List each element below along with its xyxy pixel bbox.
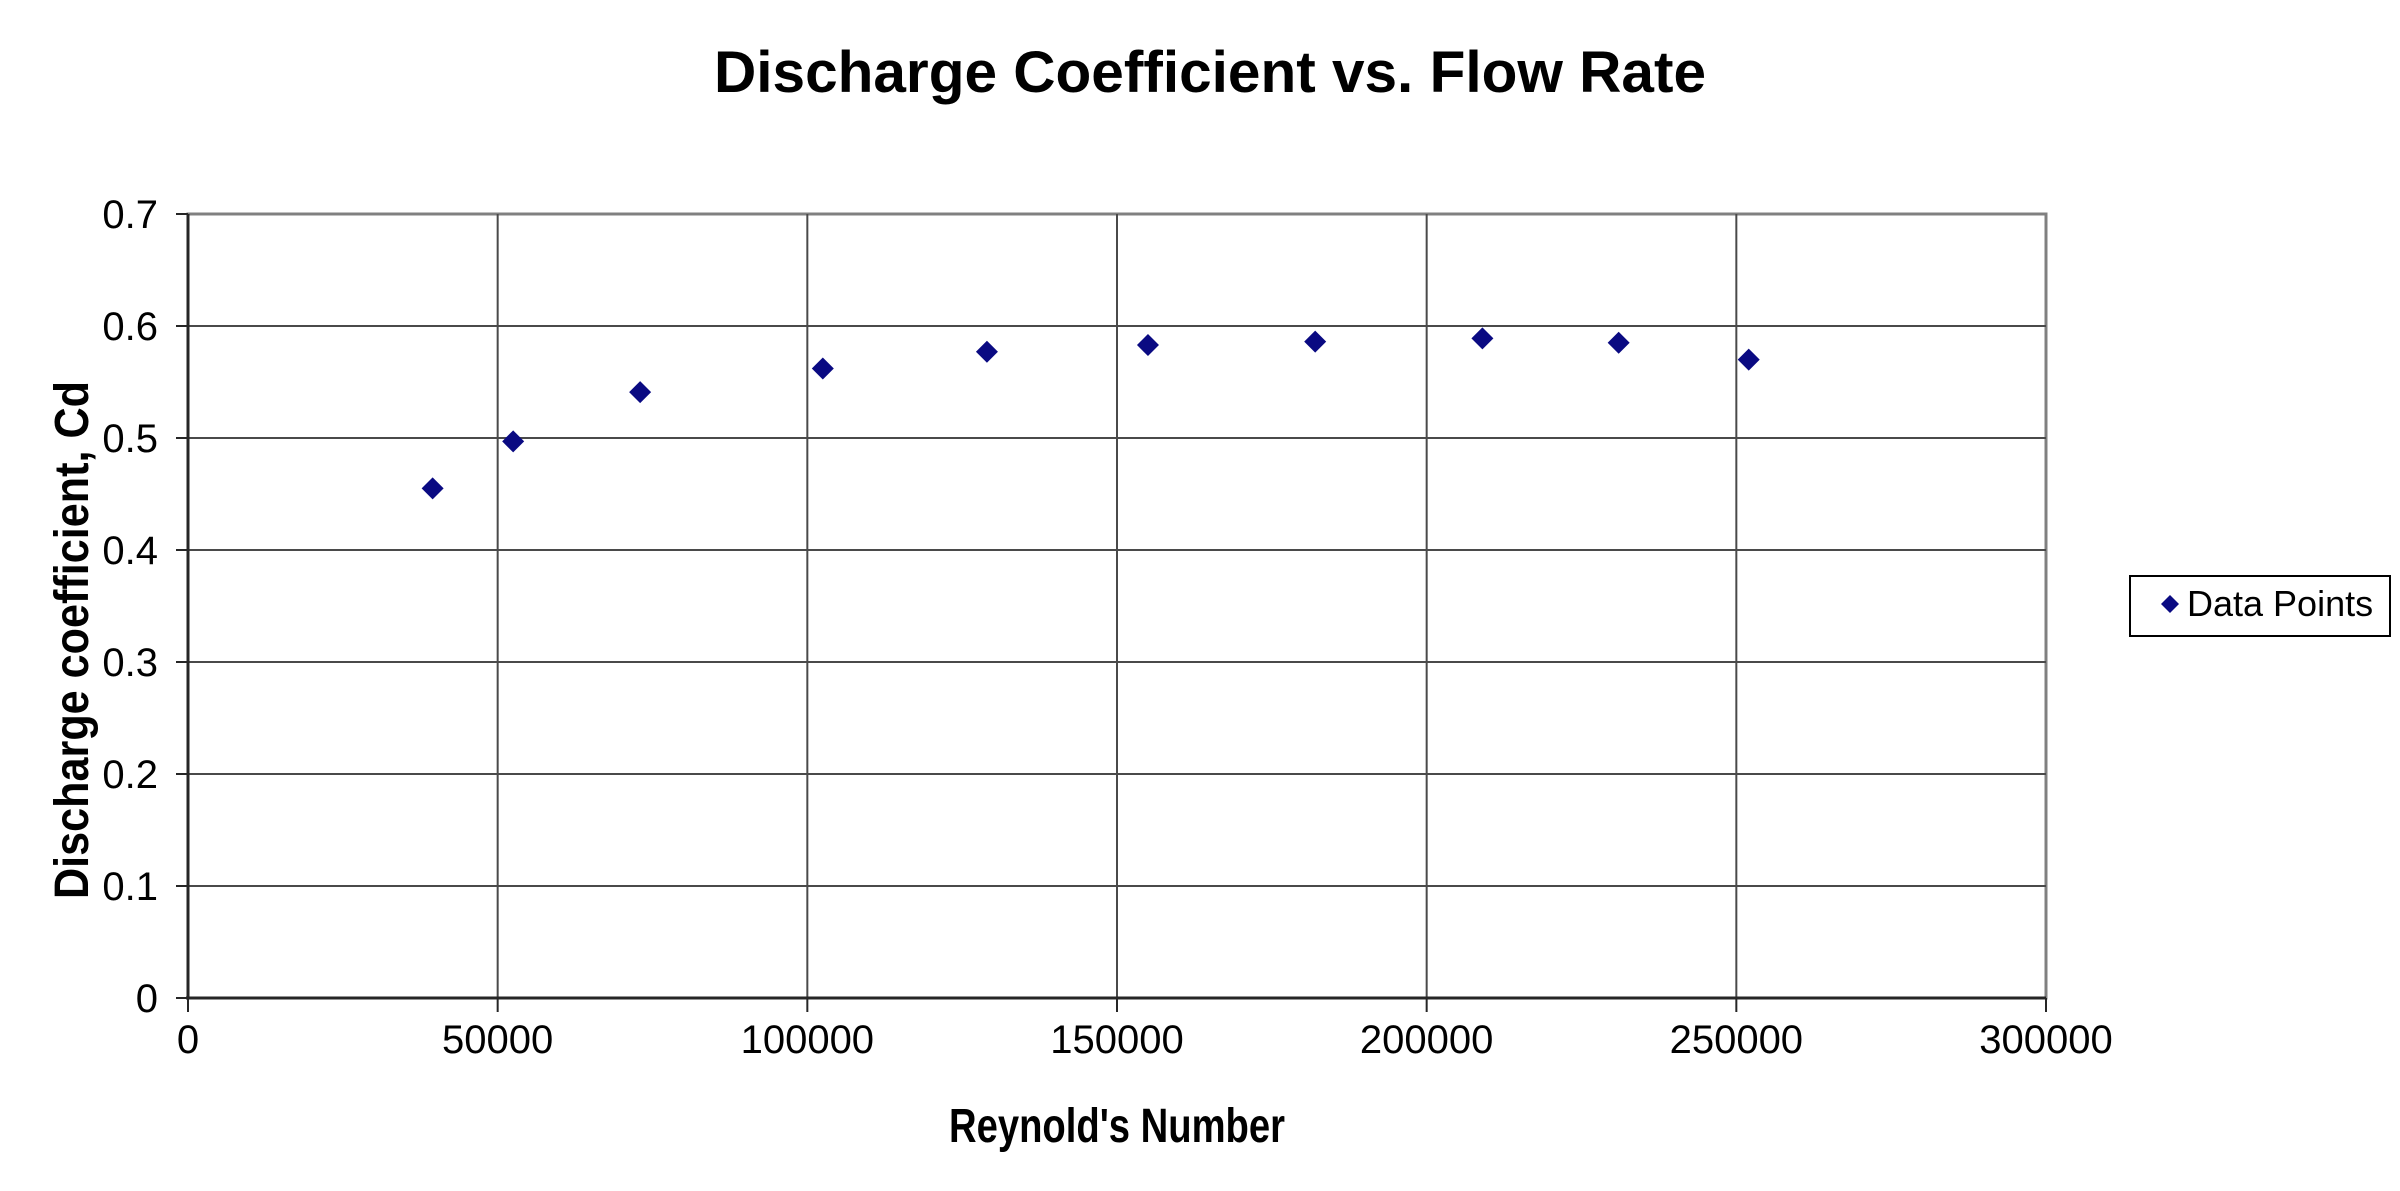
data-point-marker <box>1471 327 1494 350</box>
y-tick-label: 0.7 <box>102 193 158 237</box>
y-tick-label: 0.4 <box>102 529 158 573</box>
data-point-marker <box>1737 348 1760 371</box>
y-tick-label: 0.1 <box>102 865 158 909</box>
tick-labels: 0 50000 100000 150000 200000 250000 300000 0 0.1… <box>102 193 2112 1062</box>
data-point-marker <box>421 477 444 500</box>
legend-diamond-icon <box>2161 595 2179 613</box>
data-point-marker <box>502 430 525 453</box>
y-tick-label: 0 <box>136 977 158 1021</box>
y-axis-title: Discharge coefficient, Cd <box>46 381 99 899</box>
x-tick-label: 100000 <box>741 1018 874 1062</box>
data-point-marker <box>1607 331 1630 354</box>
y-tick-label: 0.5 <box>102 417 158 461</box>
chart-title: Discharge Coefficient vs. Flow Rate <box>714 40 1706 105</box>
x-axis-title: Reynold's Number <box>949 1100 1285 1153</box>
x-tick-label: 150000 <box>1050 1018 1183 1062</box>
data-point-marker <box>811 357 834 380</box>
x-tick-label: 250000 <box>1670 1018 1803 1062</box>
y-tick-label: 0.2 <box>102 753 158 797</box>
data-point-marker <box>1136 334 1159 357</box>
tick-marks <box>176 213 2047 1012</box>
gridlines <box>188 214 2046 998</box>
x-tick-label: 200000 <box>1360 1018 1493 1062</box>
y-tick-label: 0.3 <box>102 641 158 685</box>
x-tick-label: 50000 <box>442 1018 553 1062</box>
data-point-marker <box>629 381 652 404</box>
legend-label: Data Points <box>2187 583 2373 624</box>
y-tick-label: 0.6 <box>102 305 158 349</box>
data-point-marker <box>975 340 998 363</box>
x-tick-label: 0 <box>177 1018 199 1062</box>
data-point-series <box>421 327 1760 500</box>
data-point-marker <box>1304 330 1327 353</box>
x-tick-label: 300000 <box>1979 1018 2112 1062</box>
legend: Data Points <box>2129 575 2391 637</box>
